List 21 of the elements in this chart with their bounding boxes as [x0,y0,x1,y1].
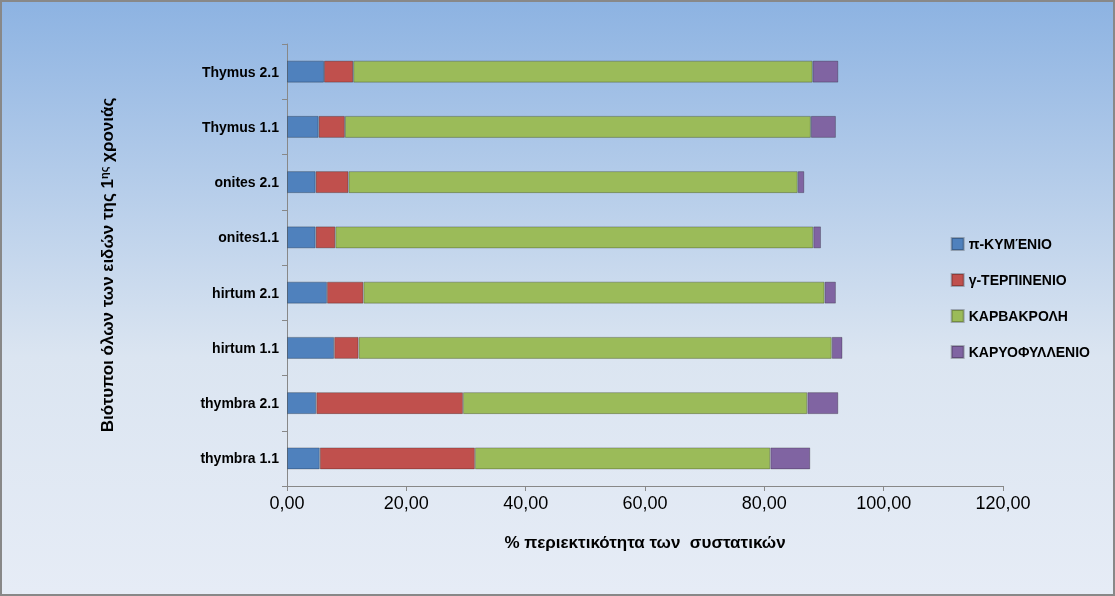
y-tick-label: thymbra 2.1 [200,395,280,412]
y-tick-label: onites1.1 [218,229,280,246]
legend-label: ΚΑΡΥΟΦΥΛΛΕΝΙΟ [968,344,1091,360]
y-tick-label: hirtum 2.1 [212,284,280,301]
legend-label: γ-ΤΕΡΠΙΝΕΝΙΟ [968,272,1067,288]
x-axis-title: % περιεκτικότητα των συστατικών [504,533,786,552]
y-tick-label: onites 2.1 [214,174,280,191]
y-tick-label: Thymus 2.1 [201,63,280,80]
x-tick-label: 100,00 [856,493,912,513]
x-tick-label: 40,00 [503,493,549,513]
x-tick-label: 20,00 [383,493,429,513]
x-tick-label: 120,00 [975,493,1031,513]
x-tick-label: 0,00 [269,493,305,513]
x-tick-label: 80,00 [741,493,787,513]
x-tick-label: 60,00 [622,493,668,513]
y-tick-label: thymbra 1.1 [200,450,280,467]
y-tick-label: Thymus 1.1 [201,118,280,135]
legend-label: π-ΚΥΜΈΝΙΟ [968,236,1053,252]
legend-label: ΚΑΡΒΑΚΡΟΛΗ [968,308,1068,324]
y-tick-label: hirtum 1.1 [212,339,280,356]
y-axis-title: Βιότυποι όλων των ειδών της 1ης χρονιάς [97,97,117,433]
